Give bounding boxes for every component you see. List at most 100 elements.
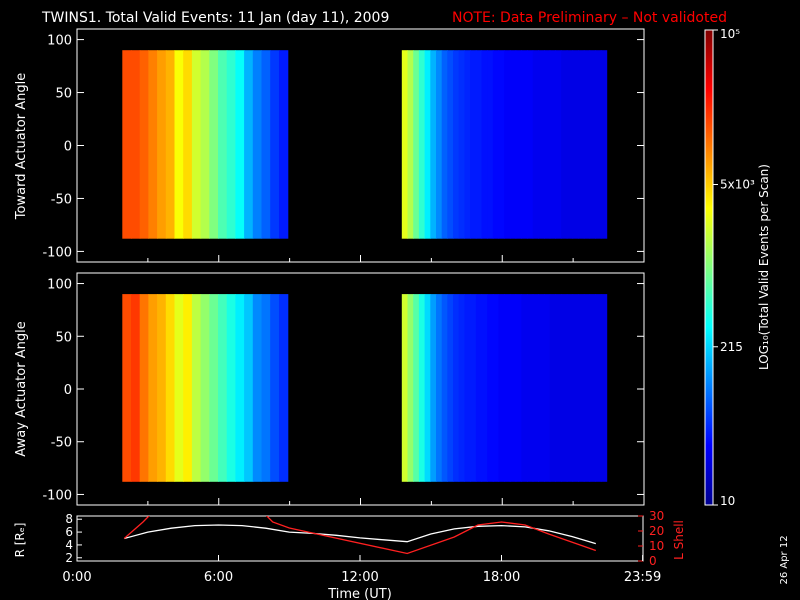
heatmap-column [209,294,219,482]
heatmap-column [407,50,414,239]
heatmap-column [498,294,505,482]
heatmap-column [200,50,210,239]
heatmap-column [481,294,488,482]
y-tick-label: -100 [42,245,72,260]
heatmap-column [447,50,454,239]
heatmap-column [487,294,494,482]
heatmap-column [218,294,228,482]
heatmap-column [589,294,596,482]
heatmap-column [430,50,437,239]
r-distance-line [124,524,596,545]
heatmap-column [244,50,254,239]
heatmap-column [261,50,271,239]
heatmap-column [413,294,420,482]
heatmap-column [270,294,280,482]
heatmap-column [453,50,460,239]
colorbar-ticks: 10⁵ 5x10³ 215 10 [713,27,755,508]
heatmap-column [549,294,556,482]
heatmap-column [122,50,132,239]
heatmap-column [441,294,448,482]
heatmap-column [544,294,551,482]
heatmap-column [578,294,585,482]
heatmap-column [418,294,426,482]
heatmap-column [475,294,483,482]
y-tick-label: 50 [55,330,72,345]
heatmap-column [492,294,500,482]
toward-y-ticks: 100 50 0 -50 -100 [42,34,645,262]
lshell-tick-label: 10 [649,539,664,553]
lshell-tick-label: 20 [649,524,664,538]
heatmap-column [515,294,522,482]
orbit-lines [123,516,597,555]
heatmap-column [458,294,465,482]
heatmap-column [165,294,176,482]
r-tick-label: 6 [65,525,73,539]
heatmap-column [418,50,426,239]
y-tick-label: 0 [64,140,72,155]
heatmap-column [413,50,420,239]
heatmap-column [165,50,176,239]
heatmap-column [401,294,409,482]
heatmap-column [447,294,454,482]
heatmap-column [430,294,437,482]
heatmap-column [549,50,556,239]
date-stamp: 26 Apr 12 [779,535,790,584]
toward-heatmap [122,50,608,239]
heatmap-column [453,294,460,482]
time-tick-label: 12:00 [341,570,378,585]
heatmap-column [235,294,245,482]
heatmap-column [235,50,245,239]
time-axis-label: Time (UT) [327,587,392,600]
heatmap-column [566,294,574,482]
heatmap-column [131,50,141,239]
heatmap-column [464,50,471,239]
heatmap-column [157,294,167,482]
r-tick-label: 2 [65,551,73,565]
heatmap-column [521,294,528,482]
heatmap-column [470,50,477,239]
heatmap-column [226,50,236,239]
colorbar-tick-label: 215 [720,340,743,354]
heatmap-column [424,294,431,482]
heatmap-column [174,294,184,482]
heatmap-column [424,50,431,239]
heatmap-column [555,294,562,482]
heatmap-column [183,50,193,239]
colorbar-tick-label: 10 [720,494,735,508]
time-axis-ticks: 0:00 6:00 12:00 18:00 23:59 [62,555,661,585]
heatmap-column [226,294,236,482]
heatmap-column [600,50,608,239]
away-y-axis-label: Away Actuator Angle [14,321,29,456]
heatmap-column [279,294,289,482]
lshell-line [123,516,597,555]
heatmap-column [532,50,539,239]
time-tick-label: 18:00 [483,570,520,585]
y-tick-label: 0 [64,383,72,398]
heatmap-column [527,50,534,239]
heatmap-column [538,294,545,482]
away-heatmap [122,294,608,482]
time-tick-label: 23:59 [624,570,661,585]
heatmap-column [492,50,500,239]
heatmap-column [174,50,184,239]
heatmap-column [139,294,149,482]
heatmap-column [122,294,132,482]
lshell-axis-label: L Shell [672,520,686,560]
heatmap-column [191,294,202,482]
away-panel: 100 50 0 -50 -100 Away Actuator Angle [14,272,645,506]
heatmap-column [600,294,608,482]
heatmap-column [183,294,193,482]
heatmap-column [561,50,568,239]
heatmap-column [279,50,289,239]
toward-panel: 100 50 0 -50 -100 Toward Actuator Angle [14,28,645,263]
heatmap-column [131,294,141,482]
heatmap-column [218,50,228,239]
colorbar-tick-label: 10⁵ [720,27,740,41]
heatmap-column [578,50,585,239]
heatmap-column [407,294,414,482]
r-axis-label: R [Rₑ] [13,523,27,558]
heatmap-column [595,294,602,482]
colorbar: 10⁵ 5x10³ 215 10 LOG₁₀(Total Valid Events p… [704,27,771,508]
